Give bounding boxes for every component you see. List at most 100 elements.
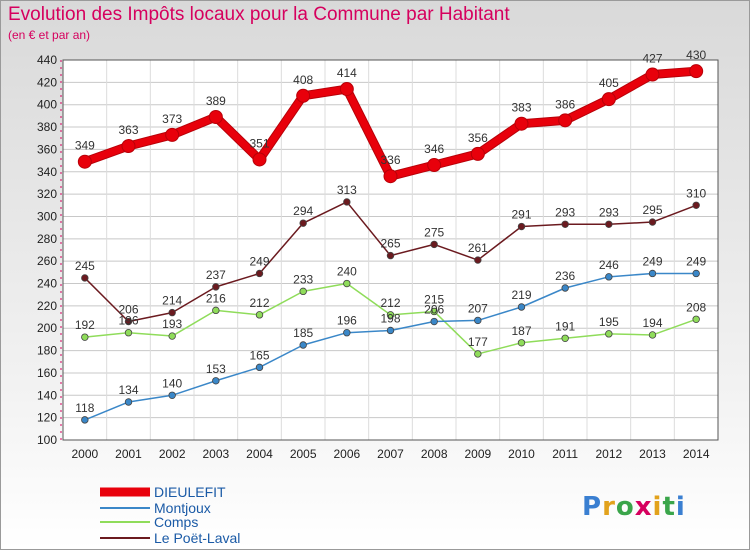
x-tick-label: 2011: [552, 447, 578, 461]
series-point: [255, 269, 264, 278]
data-label: 373: [162, 112, 182, 126]
y-tick-label: 320: [37, 187, 57, 201]
x-tick-label: 2000: [71, 447, 98, 461]
series-point: [299, 219, 307, 227]
legend-label: Le Poët-Laval: [154, 530, 240, 546]
data-label: 237: [206, 268, 226, 282]
series-point: [474, 350, 482, 358]
data-label: 386: [555, 97, 575, 111]
data-label: 383: [511, 101, 531, 115]
series-point: [343, 198, 351, 206]
x-tick-label: 2013: [639, 447, 666, 461]
data-label: 346: [424, 142, 444, 156]
data-label: 118: [75, 401, 94, 415]
legend-label: DIEULEFIT: [154, 484, 226, 500]
series-point: [561, 284, 569, 292]
series-point: [386, 311, 395, 319]
data-label: 293: [555, 205, 575, 219]
y-tick-label: 420: [37, 75, 57, 89]
x-tick-label: 2010: [508, 447, 535, 461]
series-point: [517, 303, 526, 311]
data-label: 261: [468, 241, 488, 255]
series-point: [514, 116, 529, 131]
series-point: [561, 220, 569, 228]
y-tick-label: 100: [37, 433, 57, 447]
data-label: 405: [599, 76, 619, 90]
data-label: 192: [75, 318, 95, 332]
data-label: 294: [293, 204, 313, 218]
y-tick-label: 160: [37, 366, 57, 380]
x-tick-label: 2009: [464, 447, 491, 461]
data-label: 293: [599, 205, 619, 219]
data-label: 427: [642, 52, 662, 66]
series-point: [517, 222, 526, 231]
series-point: [124, 317, 133, 326]
plot-border: [62, 59, 719, 441]
series-point: [648, 331, 657, 339]
data-label: 212: [380, 296, 400, 310]
series-point: [645, 67, 660, 82]
data-label: 363: [118, 123, 138, 137]
y-tick-label: 360: [37, 142, 57, 156]
y-tick-label: 220: [37, 299, 57, 313]
series-point: [121, 139, 136, 154]
logo-letter: t: [662, 492, 676, 522]
x-tick-label: 2004: [246, 447, 273, 461]
series-point: [605, 273, 613, 281]
logo-letter: i: [652, 492, 663, 522]
series-point: [692, 201, 700, 209]
chart-title: Evolution des Impôts locaux pour la Comm…: [8, 4, 510, 25]
data-label: 389: [206, 94, 226, 108]
data-label: 275: [424, 225, 444, 239]
y-tick-label: 380: [37, 120, 57, 134]
data-label: 351: [249, 136, 269, 150]
series-point: [474, 256, 482, 264]
series-point: [168, 332, 176, 340]
series-point: [168, 391, 176, 399]
data-label: 153: [206, 362, 226, 376]
series-point: [386, 326, 395, 335]
legend-label: Comps: [154, 514, 198, 530]
plot-area: [63, 60, 718, 440]
series-point: [474, 316, 482, 325]
y-tick-label: 140: [37, 388, 57, 402]
data-label: 140: [162, 376, 182, 390]
data-label: 245: [75, 259, 95, 273]
y-tick-label: 240: [37, 277, 57, 291]
y-tick-label: 120: [37, 411, 57, 425]
data-label: 249: [686, 254, 706, 268]
data-label: 215: [424, 292, 444, 306]
data-label: 194: [642, 316, 662, 330]
data-label: 195: [599, 315, 619, 329]
y-tick-label: 300: [37, 209, 57, 223]
y-tick-label: 400: [37, 98, 57, 112]
series-point: [470, 146, 485, 161]
data-label: 207: [468, 301, 488, 315]
series-point: [212, 306, 220, 315]
data-label: 187: [511, 324, 531, 338]
data-label: 219: [511, 288, 531, 302]
series-point: [81, 274, 89, 282]
series-point: [77, 154, 92, 169]
series-point: [208, 110, 223, 124]
series-point: [124, 329, 133, 337]
data-label: 240: [337, 265, 357, 279]
x-tick-label: 2005: [290, 447, 317, 461]
data-label: 206: [424, 303, 444, 317]
data-label: 233: [293, 272, 313, 286]
y-tick-label: 200: [37, 321, 57, 335]
series-point: [558, 113, 573, 128]
y-tick-label: 260: [37, 254, 57, 268]
series-point: [81, 416, 89, 424]
series-point: [427, 158, 442, 173]
proxiti-logo: Proxiti: [582, 492, 686, 522]
data-label: 249: [642, 254, 662, 268]
y-tick-label: 340: [37, 165, 57, 179]
data-label: 236: [555, 269, 575, 283]
series-point: [296, 88, 311, 103]
series-point: [386, 251, 395, 260]
series-point: [605, 330, 613, 338]
series-point: [212, 377, 220, 385]
series-point: [648, 269, 657, 278]
